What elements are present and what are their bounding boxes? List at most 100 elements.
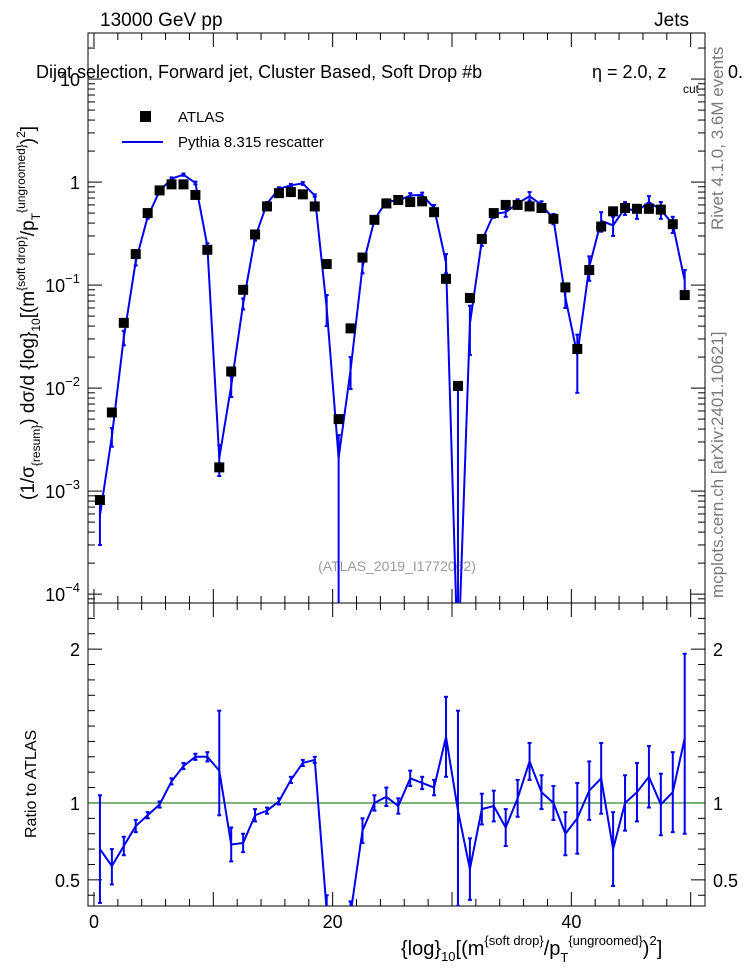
data-point: [393, 194, 404, 205]
data-point: [273, 188, 284, 199]
data-point: [405, 197, 416, 208]
main-y-axis-title-text: (1/σ{resum}) dσ/d {log}10[(m{soft drop}/…: [14, 126, 43, 500]
ratio-y-tick-label-right: 2: [713, 640, 723, 660]
ratio-plot-frame: [87, 602, 706, 907]
main-y-tick-exponent: −4: [65, 580, 80, 595]
x-tick-label: 40: [561, 912, 581, 932]
plot-title-tail: 0.: [728, 62, 743, 82]
x-axis-title: {log}10[(m{soft drop}/pT{ungroomed})2]: [401, 933, 662, 965]
legend-mc-label: Pythia 8.315 rescatter: [178, 134, 324, 151]
data-point: [572, 343, 583, 354]
ratio-y-tick-label: 0.5: [55, 871, 80, 891]
data-point: [226, 366, 237, 377]
main-y-tick-label: 10−4: [45, 580, 80, 605]
data-point: [106, 407, 117, 418]
main-y-tick-base: 10: [45, 585, 65, 605]
data-point: [500, 199, 511, 210]
data-point: [643, 203, 654, 214]
main-y-axis-title: (1/σ{resum}) dσ/d {log}10[(m{soft drop}/…: [14, 126, 43, 500]
ratio-y-tick-label-right: 0.5: [713, 871, 738, 891]
data-point: [154, 185, 165, 196]
data-point: [142, 208, 153, 219]
data-point: [631, 203, 642, 214]
plot-title-cut-subscript: cut: [683, 82, 700, 96]
main-y-tick-label: 10−3: [45, 477, 80, 502]
data-point: [285, 187, 296, 198]
main-y-tick-base: 10: [60, 70, 80, 90]
data-point: [190, 189, 201, 200]
rivet-label: Rivet 4.1.0, 3.6M events: [708, 47, 727, 230]
data-point: [381, 198, 392, 209]
plot-title: Dijet selection, Forward jet, Cluster Ba…: [36, 62, 482, 82]
data-point: [214, 462, 225, 473]
data-series-layer: [94, 179, 690, 505]
data-point: [524, 201, 535, 212]
data-point: [452, 380, 463, 391]
main-y-tick-exponent: −2: [65, 374, 80, 389]
data-point: [178, 179, 189, 190]
main-y-tick-label: 10: [60, 70, 80, 90]
legend-data-label: ATLAS: [178, 109, 224, 126]
legend-data-marker: [140, 111, 151, 122]
data-point: [464, 292, 475, 303]
data-point: [238, 284, 249, 295]
ratio-series-layer: [97, 652, 687, 906]
data-point: [262, 201, 273, 212]
data-point: [130, 249, 141, 260]
data-point: [608, 206, 619, 217]
main-y-tick-base: 10: [45, 379, 65, 399]
header-left: 13000 GeV pp: [100, 10, 223, 31]
mc-curve: [98, 173, 686, 603]
main-y-tick-label: 1: [70, 173, 80, 193]
data-point: [417, 196, 428, 207]
x-tick-label: 20: [323, 912, 343, 932]
data-point: [321, 259, 332, 270]
data-point: [166, 179, 177, 190]
data-point: [488, 208, 499, 219]
plot-title-eta: η = 2.0, z: [592, 62, 667, 82]
data-point: [679, 290, 690, 301]
data-point: [536, 203, 547, 214]
data-point: [667, 219, 678, 230]
data-point: [202, 244, 213, 255]
data-point: [476, 234, 487, 245]
main-y-tick-base: 10: [45, 276, 65, 296]
main-y-tick-base: 10: [45, 482, 65, 502]
main-y-tick-base: 1: [70, 173, 80, 193]
ratio-y-tick-label-right: 1: [713, 794, 723, 814]
header-right: Jets: [654, 10, 689, 31]
data-point: [94, 494, 105, 505]
x-axis-title-text: {log}10[(m{soft drop}/pT{ungroomed})2]: [401, 933, 662, 965]
data-point: [250, 229, 261, 240]
mcplots-label: mcplots.cern.ch [arXiv:2401.10621]: [708, 332, 727, 598]
mc-series-layer: [97, 172, 687, 603]
data-point: [333, 414, 344, 425]
data-point: [118, 317, 129, 328]
data-point: [548, 213, 559, 224]
ratio-curve: [99, 736, 686, 906]
main-y-tick-label: 10−1: [45, 271, 80, 296]
main-y-tick-label: 10−2: [45, 374, 80, 399]
analysis-watermark: (ATLAS_2019_I1772062): [318, 558, 476, 574]
data-point: [584, 265, 595, 276]
data-point: [655, 204, 666, 215]
main-y-tick-exponent: −1: [65, 271, 80, 286]
data-point: [512, 199, 523, 210]
ratio-y-axis-title: Ratio to ATLAS: [23, 730, 40, 838]
data-point: [441, 273, 452, 284]
data-point: [620, 203, 631, 214]
data-point: [297, 189, 308, 200]
main-y-tick-exponent: −3: [65, 477, 80, 492]
data-point: [345, 323, 356, 334]
data-point: [429, 207, 440, 218]
data-point: [560, 282, 571, 293]
data-point: [369, 214, 380, 225]
ratio-y-tick-label: 2: [70, 640, 80, 660]
data-point: [309, 201, 320, 212]
ratio-y-tick-label: 1: [70, 794, 80, 814]
data-point: [357, 252, 368, 263]
x-tick-label: 0: [89, 912, 99, 932]
data-point: [596, 221, 607, 232]
